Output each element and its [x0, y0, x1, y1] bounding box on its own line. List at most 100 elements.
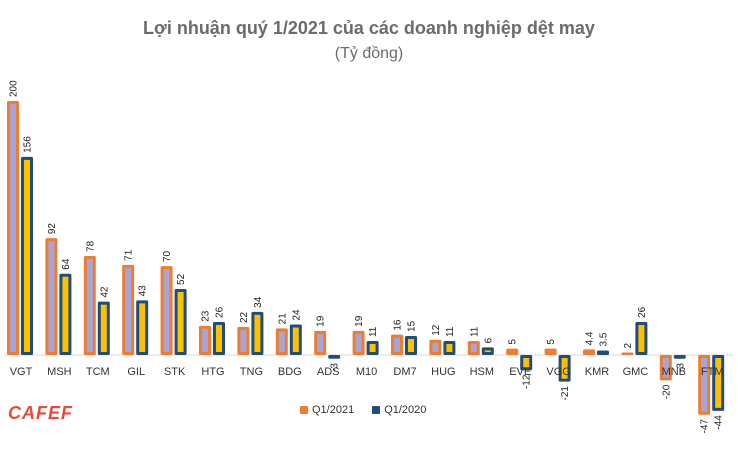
value-label-q2021-ADS: 19	[316, 315, 327, 327]
category-label-HTG: HTG	[201, 366, 224, 378]
value-label-q2020-VGT: 156	[23, 136, 34, 153]
value-label-q2021-VGG: 5	[546, 339, 557, 345]
value-label-q2020-TCM: 42	[99, 286, 110, 298]
legend-label-q2021: Q1/2021	[312, 404, 355, 416]
value-label-q2021-DM7: 16	[393, 319, 404, 331]
bar-q2021-MNB-inner	[662, 358, 669, 378]
bar-q2020-KMR	[597, 350, 609, 355]
value-label-q2020-MSH: 64	[61, 258, 72, 270]
value-label-q2020-HTG: 26	[215, 306, 226, 318]
bar-q2021-BDG-inner	[278, 331, 285, 352]
value-label-q2020-HUG: 11	[445, 326, 456, 337]
category-label-KMR: KMR	[585, 366, 610, 378]
bar-q2020-GMC-inner	[638, 324, 645, 352]
bar-q2020-TNG-inner	[254, 314, 261, 352]
bar-q2021-GIL-inner	[125, 267, 132, 352]
bar-q2021-HUG-inner	[432, 342, 439, 352]
bar-q2020-VGG-inner	[561, 358, 568, 379]
value-label-q2021-TNG: 22	[239, 311, 250, 323]
value-label-q2020-EVE: -12	[522, 374, 533, 389]
value-label-q2021-HUG: 12	[431, 324, 442, 336]
chart-title: Lợi nhuận quý 1/2021 của các doanh nghiệ…	[143, 18, 595, 38]
category-label-MNB: MNB	[662, 366, 686, 378]
bar-q2021-M10-inner	[355, 333, 362, 352]
value-label-q2021-GIL: 71	[124, 249, 135, 261]
value-label-q2020-STK: 52	[176, 273, 187, 285]
bar-q2020-HTG-inner	[216, 324, 222, 352]
legend-swatch-q2021	[300, 406, 308, 414]
value-label-q2021-BDG: 21	[277, 313, 288, 325]
value-label-q2021-EVE: 5	[508, 339, 519, 345]
bar-q2020-ADS	[328, 355, 341, 359]
category-label-STK: STK	[164, 366, 186, 378]
bar-q2020-FTM-inner	[715, 358, 722, 408]
value-label-q2020-GIL: 43	[138, 285, 149, 297]
value-label-q2020-ADS: -3	[330, 363, 341, 372]
category-label-TNG: TNG	[240, 366, 263, 378]
value-label-q2020-GMC: 26	[637, 306, 648, 318]
bar-q2020-STK-inner	[177, 291, 184, 352]
value-label-q2020-HSM: 6	[483, 337, 494, 343]
value-label-q2020-TNG: 34	[253, 296, 264, 308]
category-label-GMC: GMC	[623, 366, 649, 378]
category-label-HSM: HSM	[470, 366, 494, 378]
bar-q2021-HSM-inner	[470, 344, 477, 352]
bar-q2020-MNB	[673, 355, 686, 359]
value-label-q2021-TCM: 78	[85, 240, 96, 252]
value-label-q2020-DM7: 15	[407, 320, 418, 332]
value-label-q2021-FTM: -47	[700, 419, 711, 434]
bar-q2020-VGT-inner	[24, 159, 30, 352]
bar-q2021-FTM-inner	[701, 358, 708, 412]
category-label-VGT: VGT	[10, 366, 33, 378]
value-label-q2020-MNB: -3	[675, 363, 686, 372]
legend-item-q2020: Q1/2020	[372, 404, 426, 416]
value-label-q2021-HTG: 23	[201, 310, 212, 322]
bar-q2021-HTG-inner	[202, 328, 208, 352]
value-label-q2020-FTM: -44	[714, 415, 725, 430]
bar-q2021-MSH-inner	[48, 241, 55, 352]
category-label-GIL: GIL	[127, 366, 145, 378]
legend-swatch-q2020	[372, 406, 381, 414]
category-label-ADS: ADS	[317, 366, 340, 378]
value-label-q2021-HSM: 11	[469, 326, 480, 337]
chart-subtitle: (Tỷ đồng)	[334, 45, 404, 62]
value-label-q2020-BDG: 24	[291, 309, 302, 321]
category-label-M10: M10	[356, 366, 377, 378]
value-label-q2021-M10: 19	[354, 315, 365, 327]
value-label-q2021-KMR: 4.4	[585, 331, 596, 345]
value-label-q2020-KMR: 3.5	[599, 332, 610, 346]
bar-q2020-MSH-inner	[62, 276, 69, 352]
value-label-q2020-VGG: -21	[560, 386, 571, 401]
legend-item-q2021: Q1/2021	[300, 404, 354, 416]
category-label-BDG: BDG	[278, 366, 302, 378]
cafef-logo: CAFEF	[8, 403, 73, 423]
bar-q2021-STK-inner	[163, 269, 170, 352]
category-label-DM7: DM7	[393, 366, 416, 378]
bar-q2021-ADS-inner	[317, 333, 324, 352]
bar-q2020-HSM-inner	[484, 350, 491, 352]
bar-q2020-HUG-inner	[446, 344, 453, 352]
bar-q2021-DM7-inner	[394, 337, 400, 352]
value-label-q2021-STK: 70	[162, 251, 173, 263]
bar-q2020-TCM-inner	[100, 304, 107, 352]
category-label-EVE: EVE	[509, 366, 531, 378]
value-label-q2021-GMC: 2	[623, 342, 634, 348]
chart-legend: Q1/2021 Q1/2020	[300, 404, 426, 416]
category-label-TCM: TCM	[86, 366, 110, 378]
bar-q2021-KMR	[583, 349, 595, 355]
value-label-q2021-MSH: 92	[47, 223, 58, 235]
legend-label-q2020: Q1/2020	[384, 404, 427, 416]
bar-q2021-TNG-inner	[240, 330, 247, 352]
bar-q2020-BDG-inner	[292, 327, 299, 352]
bar-q2020-M10-inner	[369, 344, 376, 352]
category-label-MSH: MSH	[47, 366, 72, 378]
value-label-q2021-VGT: 200	[9, 80, 20, 97]
category-label-VGG: VGG	[546, 366, 570, 378]
bar-q2020-GIL-inner	[139, 303, 146, 352]
bar-q2021-GMC	[621, 352, 634, 355]
bar-q2021-VGT-inner	[10, 104, 16, 352]
bar-q2020-DM7-inner	[408, 338, 414, 352]
category-label-FTM: FTM	[701, 366, 724, 378]
bar-q2020-EVE-inner	[523, 358, 530, 368]
